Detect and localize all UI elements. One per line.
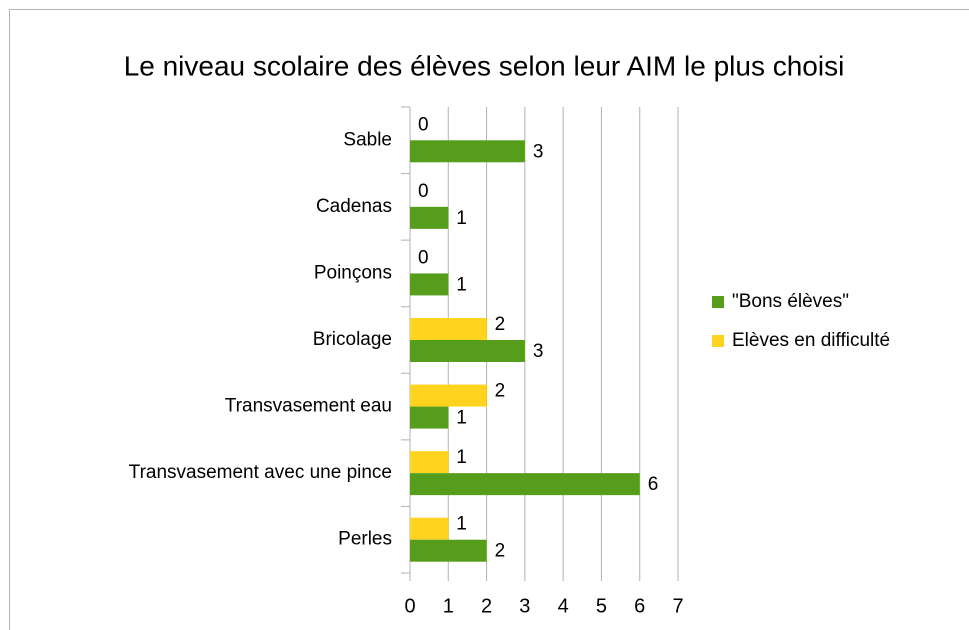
bar — [410, 451, 449, 474]
legend-label: "Bons élèves" — [732, 291, 849, 312]
y-tick-label: Transvasement eau — [225, 396, 392, 417]
data-label: 2 — [495, 541, 506, 562]
y-tick-label: Transvasement avec une pince — [129, 462, 392, 483]
y-tick-label: Sable — [343, 129, 392, 150]
bar — [410, 517, 449, 540]
bar — [410, 406, 449, 429]
data-label: 3 — [533, 141, 544, 162]
y-tick-label: Cadenas — [316, 196, 392, 217]
data-label: 1 — [456, 208, 467, 229]
y-tick-label: Bricolage — [313, 329, 392, 350]
data-label: 1 — [456, 274, 467, 295]
data-label: 2 — [495, 381, 506, 402]
data-label: 1 — [456, 408, 467, 429]
bar — [410, 140, 525, 163]
y-tick-label: Perles — [338, 529, 392, 550]
x-tick-label: 3 — [519, 595, 530, 617]
legend-swatch — [712, 296, 724, 308]
bar — [410, 318, 487, 340]
data-label: 3 — [533, 341, 544, 362]
data-label: 6 — [648, 474, 659, 495]
x-tick-label: 7 — [672, 595, 683, 617]
y-tick-label: Poinçons — [314, 262, 392, 283]
data-label: 1 — [456, 447, 467, 468]
bar — [410, 206, 449, 229]
x-tick-label: 6 — [634, 595, 645, 617]
bar — [410, 473, 640, 496]
data-label: 1 — [456, 514, 467, 535]
data-label: 2 — [495, 314, 506, 335]
data-label: 0 — [418, 181, 429, 202]
bar — [410, 384, 487, 407]
x-tick-label: 5 — [596, 595, 607, 617]
x-tick-label: 0 — [404, 595, 415, 617]
x-tick-label: 4 — [558, 595, 569, 617]
bar — [410, 273, 449, 296]
data-label: 0 — [418, 114, 429, 135]
bar — [410, 340, 525, 362]
legend-label: Elèves en difficulté — [732, 330, 890, 351]
legend-swatch — [712, 335, 724, 347]
chart-frame — [9, 9, 969, 630]
chart-title: Le niveau scolaire des élèves selon leur… — [124, 50, 845, 81]
x-tick-label: 2 — [481, 595, 492, 617]
bar — [410, 539, 487, 562]
x-tick-label: 1 — [443, 595, 454, 617]
data-label: 0 — [418, 247, 429, 268]
